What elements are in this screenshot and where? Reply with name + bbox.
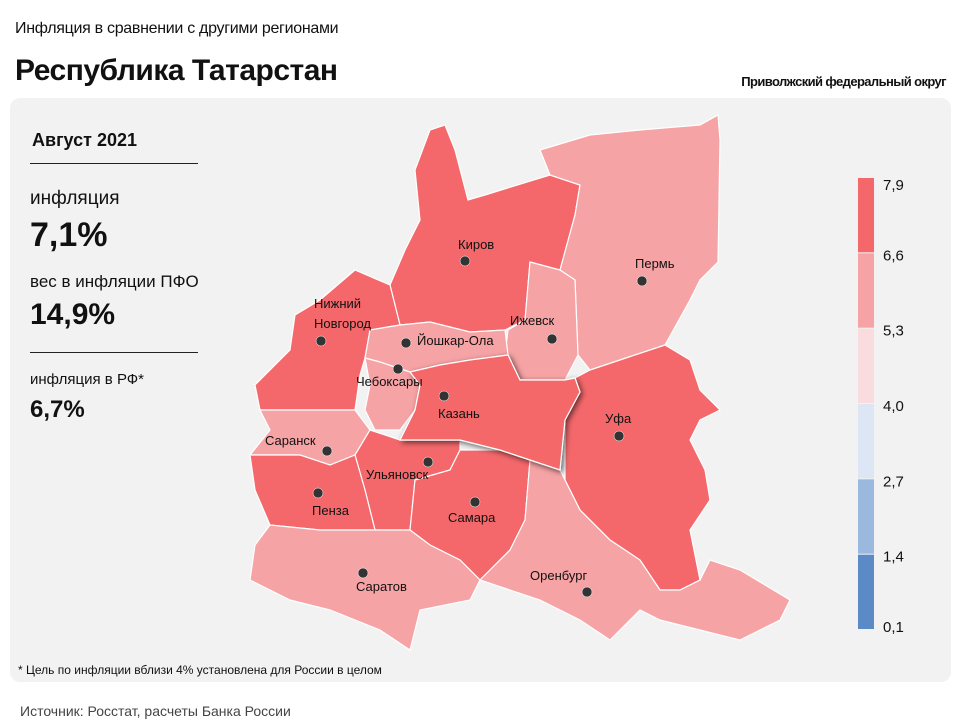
divider xyxy=(30,163,198,164)
inflation-label: инфляция xyxy=(30,188,120,209)
city-dot xyxy=(392,363,404,375)
region-13[interactable] xyxy=(478,459,791,641)
source: Источник: Росстат, расчеты Банка России xyxy=(20,703,291,719)
rf-inflation-label: инфляция в РФ* xyxy=(30,371,145,388)
city-dot xyxy=(321,445,333,457)
city-label: Нижний xyxy=(314,296,361,311)
page-title: Республика Татарстан xyxy=(15,54,338,87)
city-label: Ижевск xyxy=(510,313,555,328)
divider xyxy=(30,352,198,353)
city-label: Пенза xyxy=(312,503,350,518)
city-dot xyxy=(315,335,327,347)
city-dot xyxy=(438,390,450,402)
city-label: Саранск xyxy=(265,433,316,448)
legend-tick: 4,0 xyxy=(883,398,904,415)
region-12[interactable] xyxy=(249,524,481,651)
legend-tick: 7,9 xyxy=(883,177,904,194)
city-dot xyxy=(422,456,434,468)
weight-label: вес в инфляции ПФО xyxy=(30,272,199,291)
city-label: Новгород xyxy=(314,316,371,331)
city-label: Самара xyxy=(448,510,496,525)
legend-swatch xyxy=(858,554,874,629)
city-dot xyxy=(469,496,481,508)
page-subtitle: Инфляция в сравнении с другими регионами xyxy=(15,20,339,37)
weight-value: 14,9% xyxy=(30,298,116,331)
legend-tick: 0,1 xyxy=(883,619,904,636)
legend-swatch xyxy=(858,404,874,479)
city-dot xyxy=(400,337,412,349)
city-label: Йошкар-Ола xyxy=(417,333,494,348)
legend-tick: 1,4 xyxy=(883,549,904,566)
city-label: Оренбург xyxy=(530,568,587,583)
district-label: Приволжский федеральный округ xyxy=(741,74,946,89)
city-label: Чебоксары xyxy=(356,374,423,389)
legend-swatch xyxy=(858,178,874,253)
region-6[interactable] xyxy=(399,354,581,471)
city-label: Казань xyxy=(438,406,480,421)
legend-swatch xyxy=(858,328,874,403)
city-dot xyxy=(546,333,558,345)
city-label: Пермь xyxy=(635,256,675,271)
city-dot xyxy=(357,567,369,579)
legend-tick: 2,7 xyxy=(883,473,904,490)
legend-tick: 5,3 xyxy=(883,323,904,340)
legend-swatch xyxy=(858,253,874,328)
month-label: Август 2021 xyxy=(32,130,137,150)
inflation-value: 7,1% xyxy=(30,216,108,254)
city-dot xyxy=(581,586,593,598)
legend-tick: 6,6 xyxy=(883,247,904,264)
city-dot xyxy=(312,487,324,499)
legend-swatch xyxy=(858,479,874,554)
city-dot xyxy=(613,430,625,442)
city-label: Ульяновск xyxy=(366,467,428,482)
region-10[interactable] xyxy=(249,454,376,531)
footnote: * Цель по инфляции вблизи 4% установлена… xyxy=(18,663,382,677)
city-dot xyxy=(459,255,471,267)
city-dot xyxy=(636,275,648,287)
city-label: Киров xyxy=(458,237,494,252)
city-label: Саратов xyxy=(356,579,407,594)
city-label: Уфа xyxy=(605,411,632,426)
rf-inflation-value: 6,7% xyxy=(30,396,85,423)
